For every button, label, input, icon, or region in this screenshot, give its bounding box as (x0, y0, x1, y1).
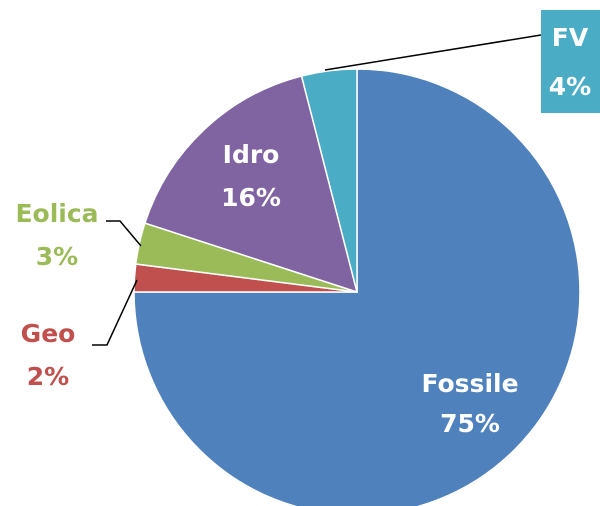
leader-lines (92, 34, 542, 346)
slice-value-fossile: 75% (440, 409, 500, 438)
leader-line-fv (324, 34, 542, 71)
fv-label-box (541, 10, 600, 113)
leader-line-eolica (106, 220, 142, 247)
pie-slice-fv (300, 68, 358, 293)
leader-line-geo (92, 279, 138, 346)
pie-slices (133, 68, 581, 506)
slice-name-geo: Geo (21, 319, 76, 348)
slice-name-idro: Idro (223, 140, 280, 169)
slice-name-fv: FV (552, 23, 589, 52)
slice-name-eolica: Eolica (15, 199, 98, 228)
pie-slice-fossile (133, 68, 581, 506)
pie-slice-idro (143, 75, 359, 294)
slice-value-eolica: 3% (36, 242, 78, 271)
slice-name-fossile: Fossile (421, 369, 518, 398)
slice-labels: Fossile 75% Geo 2% Eolica 3% Idro 16% FV 4% (15, 23, 591, 438)
slice-value-geo: 2% (27, 362, 69, 391)
slice-value-fv: 4% (549, 72, 591, 101)
slice-value-idro: 16% (221, 183, 281, 212)
